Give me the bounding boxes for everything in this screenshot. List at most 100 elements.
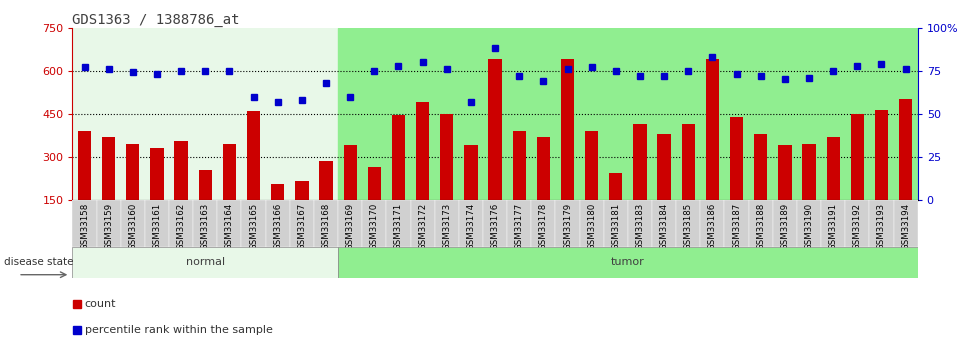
Bar <box>97 28 121 200</box>
Text: GSM33162: GSM33162 <box>177 203 185 250</box>
Bar <box>386 28 411 200</box>
Text: GSM33180: GSM33180 <box>587 203 596 250</box>
Bar <box>634 124 646 243</box>
Bar <box>121 28 145 200</box>
Bar <box>242 200 266 247</box>
Bar <box>754 134 767 243</box>
Bar <box>724 28 749 200</box>
Bar <box>531 200 555 247</box>
Text: GSM33159: GSM33159 <box>104 203 113 249</box>
Bar <box>290 28 314 200</box>
Text: GSM33163: GSM33163 <box>201 203 210 250</box>
Bar <box>628 200 652 247</box>
Text: GSM33165: GSM33165 <box>249 203 258 250</box>
Bar <box>730 117 743 243</box>
Text: GSM33192: GSM33192 <box>853 203 862 249</box>
Text: GSM33185: GSM33185 <box>684 203 693 250</box>
Bar <box>217 200 242 247</box>
Text: GSM33188: GSM33188 <box>756 203 765 250</box>
Text: GSM33189: GSM33189 <box>781 203 789 249</box>
Bar <box>821 200 845 247</box>
Bar <box>344 146 356 243</box>
Bar <box>368 167 381 243</box>
Bar <box>411 28 435 200</box>
Bar <box>773 200 797 247</box>
Bar <box>700 200 724 247</box>
Bar <box>362 28 386 200</box>
Bar <box>169 200 193 247</box>
Bar <box>700 28 724 200</box>
Text: GSM33191: GSM33191 <box>829 203 838 249</box>
Text: count: count <box>85 299 116 309</box>
Bar <box>145 200 169 247</box>
Bar <box>724 200 749 247</box>
Bar <box>869 28 894 200</box>
Bar <box>676 28 700 200</box>
Bar <box>555 200 580 247</box>
Bar <box>199 170 212 243</box>
Bar <box>314 28 338 200</box>
Bar <box>749 28 773 200</box>
Bar <box>580 200 604 247</box>
Text: GSM33173: GSM33173 <box>442 203 451 250</box>
Bar <box>604 200 628 247</box>
Bar <box>338 200 362 247</box>
Bar <box>483 200 507 247</box>
Bar <box>440 114 453 243</box>
Bar <box>604 28 628 200</box>
Text: GSM33171: GSM33171 <box>394 203 403 250</box>
Bar <box>555 28 580 200</box>
Bar <box>290 200 314 247</box>
Bar <box>392 115 405 243</box>
Bar <box>169 28 193 200</box>
Text: GSM33169: GSM33169 <box>346 203 355 249</box>
Bar <box>827 137 839 243</box>
Bar <box>894 200 918 247</box>
Bar <box>585 131 598 243</box>
Text: GSM33187: GSM33187 <box>732 203 741 250</box>
Bar <box>513 131 526 243</box>
Bar <box>386 200 411 247</box>
Text: GSM33186: GSM33186 <box>708 203 717 250</box>
Bar <box>779 146 791 243</box>
Bar <box>97 200 121 247</box>
Text: GSM33178: GSM33178 <box>539 203 548 250</box>
Text: GSM33194: GSM33194 <box>901 203 910 249</box>
Bar <box>193 28 217 200</box>
Text: GSM33166: GSM33166 <box>273 203 282 250</box>
Bar <box>706 59 719 243</box>
Bar <box>435 200 459 247</box>
Bar <box>314 200 338 247</box>
Bar <box>652 28 676 200</box>
Text: GSM33160: GSM33160 <box>128 203 137 250</box>
Bar <box>247 111 260 243</box>
Text: GSM33190: GSM33190 <box>805 203 813 249</box>
Bar <box>127 144 139 243</box>
Text: GSM33174: GSM33174 <box>467 203 475 250</box>
Bar <box>242 28 266 200</box>
Bar <box>507 200 531 247</box>
Bar <box>869 200 894 247</box>
Text: GSM33170: GSM33170 <box>370 203 379 250</box>
Bar <box>652 200 676 247</box>
Bar <box>145 28 169 200</box>
Bar <box>296 181 308 243</box>
Bar <box>682 124 695 243</box>
Text: GSM33181: GSM33181 <box>611 203 620 250</box>
Bar <box>851 114 864 243</box>
Text: GSM33176: GSM33176 <box>491 203 499 250</box>
Bar <box>483 28 507 200</box>
Bar <box>266 200 290 247</box>
Bar <box>803 144 815 243</box>
Bar <box>266 28 290 200</box>
Bar <box>507 28 531 200</box>
Text: GSM33177: GSM33177 <box>515 203 524 250</box>
Text: tumor: tumor <box>611 257 644 267</box>
Bar <box>561 59 574 243</box>
Text: GDS1363 / 1388786_at: GDS1363 / 1388786_at <box>72 12 240 27</box>
Bar <box>821 28 845 200</box>
Bar <box>72 200 97 247</box>
Bar <box>320 161 332 243</box>
Bar <box>610 173 622 243</box>
Bar <box>151 148 163 243</box>
